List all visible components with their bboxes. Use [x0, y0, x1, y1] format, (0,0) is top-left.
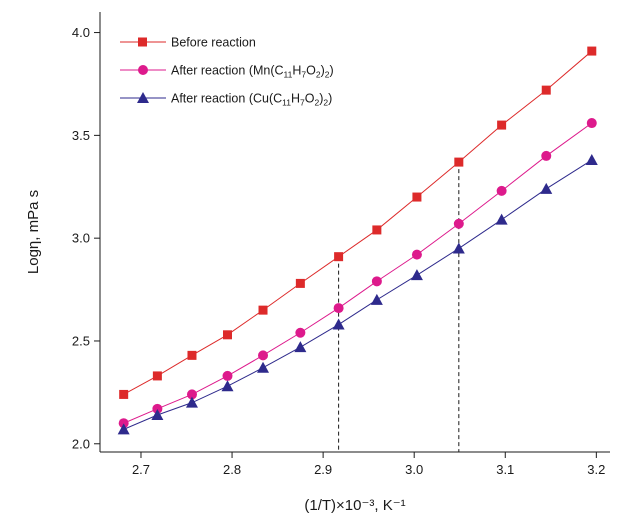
- data-point-square: [223, 330, 232, 340]
- x-tick-label: 3.0: [405, 462, 423, 477]
- legend-marker-circle: [138, 65, 148, 75]
- data-point-triangle: [332, 318, 345, 330]
- data-point-triangle: [151, 408, 164, 420]
- y-tick-label: 3.0: [72, 231, 90, 246]
- data-point-circle: [186, 389, 197, 400]
- data-point-circle: [152, 403, 163, 414]
- legend-label-before: Before reaction: [171, 36, 256, 50]
- legend-marker-square: [138, 37, 147, 47]
- data-point-square: [372, 225, 382, 235]
- data-point-circle: [295, 327, 306, 338]
- data-point-circle: [496, 185, 507, 196]
- legend-marker-triangle: [137, 92, 149, 103]
- legend: Before reaction After reaction (Mn(C11H7…: [120, 36, 334, 108]
- data-point-square: [119, 389, 129, 399]
- data-point-square: [454, 157, 464, 167]
- data-point-square: [412, 192, 422, 202]
- data-point-triangle: [495, 213, 508, 225]
- legend-item-mn: After reaction (Mn(C11H7O2)2): [120, 64, 334, 80]
- reference-lines: [338, 162, 460, 452]
- data-point-circle: [411, 249, 422, 260]
- y-tick-label: 3.5: [72, 128, 90, 143]
- data-point-triangle: [540, 182, 553, 194]
- y-ticks: 2.0 2.5 3.0 3.5 4.0: [72, 25, 100, 451]
- data-point-circle: [222, 370, 233, 381]
- legend-item-cu: After reaction (Cu(C11H7O2)2): [120, 92, 332, 108]
- data-point-square: [541, 85, 551, 95]
- data-point-circle: [371, 276, 382, 287]
- series-line: [123, 122, 593, 424]
- x-tick-label: 2.8: [223, 462, 241, 477]
- data-point-triangle: [257, 361, 270, 373]
- data-point-triangle: [452, 242, 465, 254]
- legend-label-cu: After reaction (Cu(C11H7O2)2): [171, 92, 332, 108]
- data-point-square: [497, 120, 507, 130]
- data-point-triangle: [410, 269, 423, 281]
- y-tick-label: 2.5: [72, 333, 90, 348]
- data-point-triangle: [221, 380, 234, 392]
- data-point-square: [334, 252, 344, 262]
- x-tick-label: 3.2: [587, 462, 605, 477]
- data-point-circle: [541, 150, 552, 161]
- legend-item-before-reaction: Before reaction: [120, 36, 256, 50]
- data-point-triangle: [294, 341, 307, 353]
- data-point-circle: [118, 418, 129, 429]
- data-point-circle: [258, 350, 269, 361]
- data-point-triangle: [117, 423, 130, 435]
- data-point-triangle: [370, 293, 383, 305]
- data-point-square: [187, 350, 197, 360]
- x-axis-title: (1/T)×10⁻³, K⁻¹: [304, 497, 405, 514]
- data-point-circle: [586, 118, 597, 129]
- data-point-square: [152, 371, 162, 381]
- series-layer: [117, 46, 598, 435]
- y-tick-label: 2.0: [72, 436, 90, 451]
- y-tick-label: 4.0: [72, 25, 90, 40]
- data-point-square: [587, 46, 597, 56]
- data-point-triangle: [585, 154, 598, 166]
- x-tick-label: 2.7: [132, 462, 150, 477]
- data-point-square: [258, 305, 268, 315]
- data-point-circle: [333, 303, 344, 314]
- plot-frame: [99, 12, 610, 453]
- x-tick-label: 3.1: [496, 462, 514, 477]
- x-ticks: 2.7 2.8 2.9 3.0 3.1 3.2: [132, 452, 605, 477]
- data-point-circle: [453, 218, 464, 229]
- legend-label-mn: After reaction (Mn(C11H7O2)2): [171, 64, 334, 80]
- series-triangle: [117, 154, 598, 435]
- data-point-square: [295, 278, 305, 288]
- series-square: [119, 46, 597, 399]
- data-point-triangle: [185, 396, 198, 408]
- x-tick-label: 2.9: [314, 462, 332, 477]
- series-circle: [118, 118, 597, 429]
- y-axis-title: Logη, mPa s: [25, 190, 42, 274]
